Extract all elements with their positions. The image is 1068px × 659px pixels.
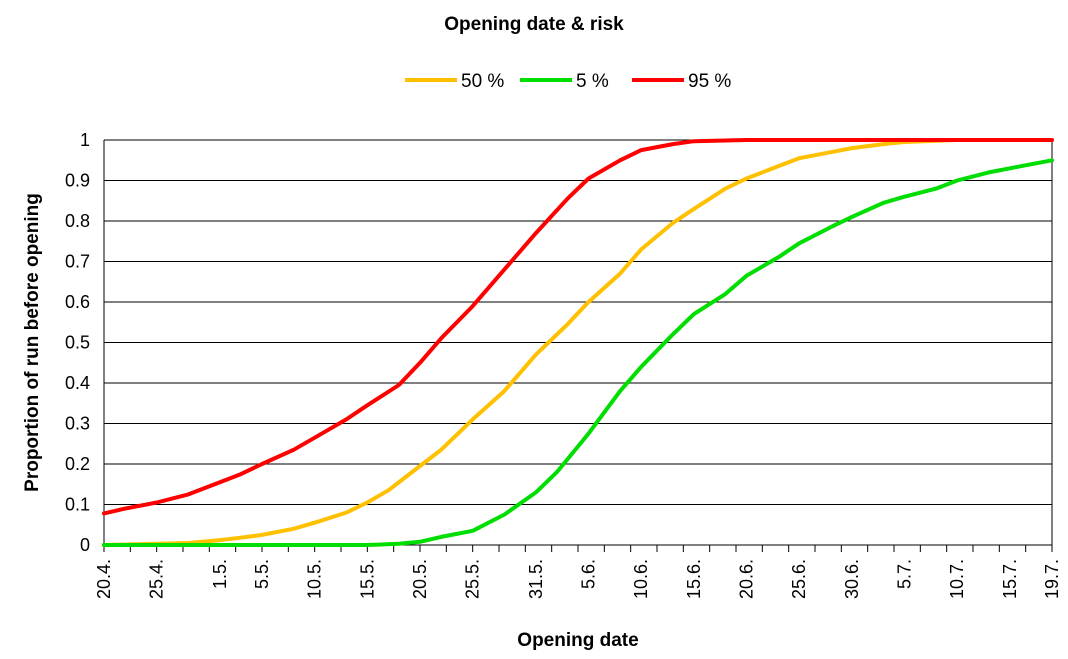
x-tick-label: 25.5. bbox=[463, 559, 483, 599]
x-tick-label: 25.6. bbox=[789, 559, 809, 599]
legend-label: 5 % bbox=[576, 71, 609, 92]
y-axis-title: Proportion of run before opening bbox=[22, 193, 43, 492]
y-tick-label: 0.7 bbox=[65, 252, 90, 272]
x-tick-label: 5.6. bbox=[579, 559, 599, 589]
x-tick-label: 5.5. bbox=[252, 559, 272, 589]
x-tick-label: 5.7. bbox=[895, 559, 915, 589]
y-tick-label: 0.9 bbox=[65, 171, 90, 191]
legend-label: 50 % bbox=[461, 71, 504, 92]
y-tick-label: 1 bbox=[80, 130, 90, 150]
x-tick-label: 31.5. bbox=[526, 559, 546, 599]
y-tick-label: 0.5 bbox=[65, 333, 90, 353]
y-tick-label: 0.2 bbox=[65, 454, 90, 474]
x-tick-label: 20.4. bbox=[94, 559, 114, 599]
y-tick-label: 0 bbox=[80, 535, 90, 555]
x-tick-label: 15.6. bbox=[684, 559, 704, 599]
x-tick-label: 20.5. bbox=[410, 559, 430, 599]
y-tick-label: 0.4 bbox=[65, 373, 90, 393]
legend-label: 95 % bbox=[688, 71, 731, 92]
x-axis-title: Opening date bbox=[517, 630, 638, 651]
x-tick-label: 25.4. bbox=[147, 559, 167, 599]
series-line-1 bbox=[102, 158, 1054, 547]
y-tick-label: 0.6 bbox=[65, 292, 90, 312]
x-tick-label: 15.5. bbox=[357, 559, 377, 599]
chart-title: Opening date & risk bbox=[444, 14, 624, 35]
y-tick-label: 0.3 bbox=[65, 414, 90, 434]
y-tick-label: 0.1 bbox=[65, 495, 90, 515]
x-tick-label: 20.6. bbox=[737, 559, 757, 599]
x-tick-label: 15.7. bbox=[1000, 559, 1020, 599]
x-tick-label: 10.7. bbox=[947, 559, 967, 599]
series-line-2 bbox=[102, 138, 1054, 516]
series-line-0 bbox=[102, 138, 1054, 547]
x-tick-label: 10.6. bbox=[631, 559, 651, 599]
x-tick-label: 30.6. bbox=[842, 559, 862, 599]
y-tick-label: 0.8 bbox=[65, 211, 90, 231]
x-tick-label: 19.7. bbox=[1042, 559, 1062, 599]
x-tick-label: 1.5. bbox=[210, 559, 230, 589]
x-tick-label: 10.5. bbox=[305, 559, 325, 599]
